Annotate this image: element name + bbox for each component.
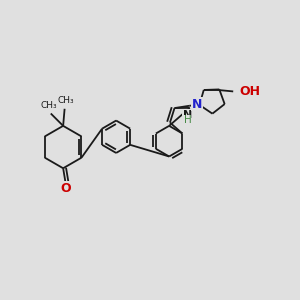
Text: H: H <box>184 115 191 125</box>
Text: OH: OH <box>240 85 261 98</box>
Text: CH₃: CH₃ <box>58 96 74 105</box>
Text: O: O <box>60 182 71 195</box>
Text: CH₃: CH₃ <box>41 101 58 110</box>
Text: N: N <box>192 98 202 111</box>
Text: N: N <box>183 110 192 120</box>
